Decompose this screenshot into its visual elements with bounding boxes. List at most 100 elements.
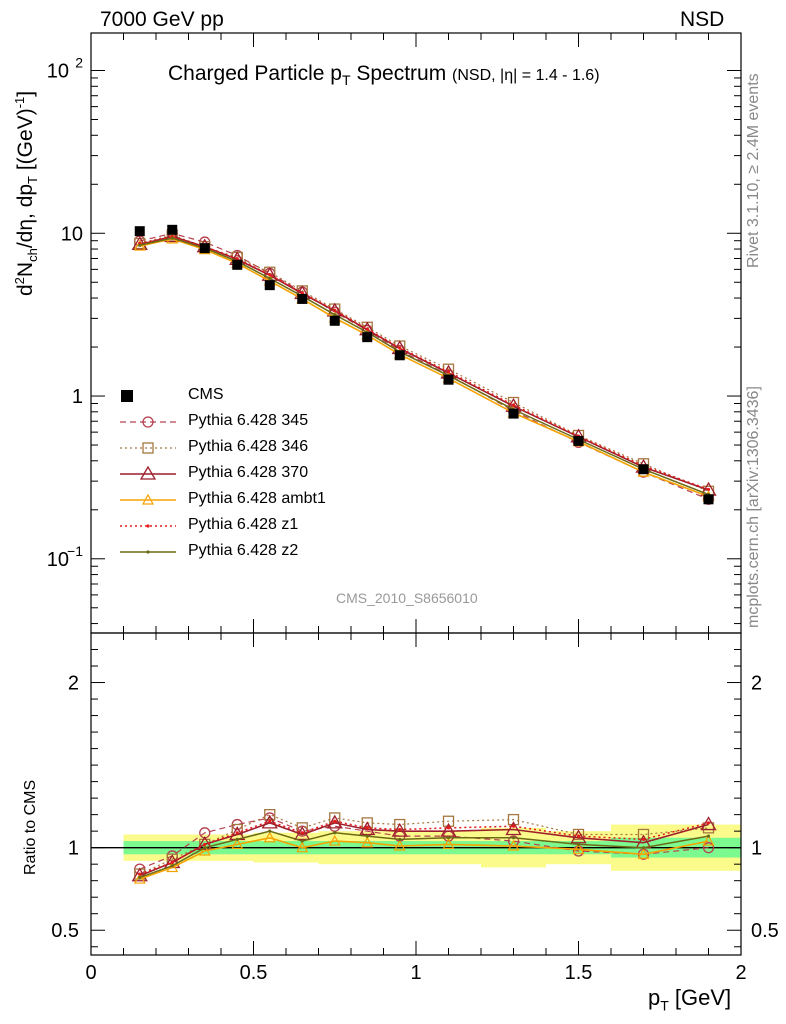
- legend-marker: [142, 442, 154, 454]
- series-point-z1: [333, 308, 337, 312]
- ratio-point-z1: [300, 831, 304, 835]
- y-tick-label: 1: [72, 386, 83, 408]
- legend-swatch: [120, 550, 176, 554]
- cms-data-point: [329, 315, 340, 326]
- legend-swatch: [120, 442, 176, 454]
- ratio-point-p370: [391, 822, 408, 837]
- header-left: 7000 GeV pp: [100, 8, 224, 31]
- ratio-point-z2: [300, 839, 304, 843]
- cms-data-point: [508, 408, 519, 419]
- ratio-point-p346: [572, 828, 585, 841]
- series-point-z1: [365, 327, 369, 331]
- ratio-point-ambt1: [263, 831, 276, 843]
- ratio-point-ambt1: [507, 839, 520, 851]
- cms-data-point: [297, 293, 308, 304]
- ratio-line-z2: [139, 830, 709, 879]
- ratio-point-z1: [203, 842, 207, 846]
- legend-label: Pythia 6.428 z2: [188, 542, 299, 559]
- ratio-point-p345: [572, 845, 585, 857]
- ratio-point-p370: [440, 822, 457, 837]
- mcplots-label: mcplots.cern.ch [arXiv:1306.3436]: [745, 386, 762, 628]
- header-right: NSD: [680, 8, 725, 31]
- ratio-point-p346: [442, 815, 455, 827]
- series-point-z1: [511, 403, 516, 407]
- series-line-z1: [139, 235, 709, 491]
- ratio-point-z1: [576, 834, 581, 838]
- cms-data-point: [703, 494, 714, 505]
- y-tick-label: 10: [47, 61, 69, 83]
- chart-title: Charged Particle pT Spectrum (NSD, |η| =…: [168, 62, 600, 88]
- cms-data-point: [443, 374, 454, 385]
- ratio-point-ambt1: [572, 843, 585, 854]
- series-point-z1: [446, 370, 451, 374]
- ratio-point-z1: [511, 824, 516, 828]
- ratio-frame: [90, 632, 742, 956]
- ratio-point-z2: [170, 864, 174, 868]
- x-tick-label: 1.5: [565, 962, 593, 984]
- x-tick-label: 0: [85, 962, 96, 984]
- y-tick-label: 10: [47, 549, 69, 571]
- series-point-z2: [138, 243, 142, 247]
- top-series-layer: [131, 224, 717, 505]
- x-label-sub: T: [660, 997, 669, 1014]
- series-point-p370: [131, 236, 148, 251]
- series-line-ambt1: [139, 238, 709, 498]
- ratio-line-p346: [139, 813, 709, 875]
- legend-marker: [146, 524, 150, 528]
- ratio-point-z2: [706, 834, 711, 838]
- series-point-z1: [398, 346, 402, 350]
- y-tick-label: 10: [61, 223, 83, 245]
- series-point-z1: [235, 257, 239, 261]
- cms-data-point: [232, 259, 243, 270]
- cms-data-point: [199, 243, 210, 254]
- cms-data-point: [362, 332, 373, 343]
- ratio-point-z2: [138, 875, 142, 879]
- ratio-point-z2: [641, 846, 646, 850]
- cms-data-point: [638, 464, 649, 475]
- cms-data-point: [134, 226, 145, 237]
- legend-label: Pythia 6.428 ambt1: [188, 490, 326, 507]
- legend-swatch: [121, 390, 133, 402]
- ratio-point-z2: [333, 831, 337, 835]
- ratio-tick-label-right: 1: [751, 838, 762, 860]
- ratio-point-z2: [268, 829, 272, 833]
- ratio-point-ambt1: [442, 838, 455, 849]
- ratio-point-z1: [333, 819, 337, 823]
- legend-marker: [142, 416, 154, 428]
- ratio-tick-label: 1: [68, 838, 79, 860]
- ratio-point-z1: [365, 826, 369, 830]
- ratio-point-p370: [131, 867, 148, 882]
- watermark: CMS_2010_S8656010: [336, 590, 478, 606]
- ratio-tick-label-right: 2: [751, 673, 762, 695]
- ratio-point-z2: [365, 834, 369, 838]
- ratio-point-ambt1: [198, 844, 211, 856]
- x-label-main: p: [648, 985, 661, 1010]
- ratio-point-ambt1: [296, 841, 309, 853]
- legend-swatch: [120, 524, 176, 528]
- ratio-point-z2: [446, 836, 451, 840]
- ratio-point-z2: [203, 846, 207, 850]
- x-tick-label: 2: [735, 962, 746, 984]
- ratio-tick-label: 2: [68, 673, 79, 695]
- ratio-point-p370: [505, 821, 522, 836]
- legend-marker: [121, 390, 133, 402]
- x-tick-label: 1: [410, 962, 421, 984]
- ratio-point-z1: [446, 826, 451, 830]
- cms-data-point: [573, 435, 584, 446]
- series-point-z1: [706, 487, 711, 492]
- rivet-label: Rivet 3.1.10, ≥ 2.4M events: [745, 73, 762, 268]
- y-tick-exponent: −1: [67, 543, 83, 559]
- ratio-point-ambt1: [361, 836, 374, 848]
- ratio-point-z1: [235, 831, 239, 835]
- y-tick-exponent: 2: [75, 55, 83, 71]
- ratio-line-z1: [139, 820, 709, 875]
- top-y-axis-label: d2Nch/dη, dpT [(GeV)-1]: [12, 90, 41, 296]
- legend-label: Pythia 6.428 346: [188, 438, 309, 455]
- ratio-point-z1: [706, 821, 711, 825]
- legend-marker: [146, 550, 150, 554]
- legend-marker: [141, 493, 155, 505]
- ratio-point-ambt1: [133, 872, 146, 884]
- series-line-z2: [139, 237, 709, 496]
- bottom-y-axis-label: Ratio to CMS: [22, 779, 39, 875]
